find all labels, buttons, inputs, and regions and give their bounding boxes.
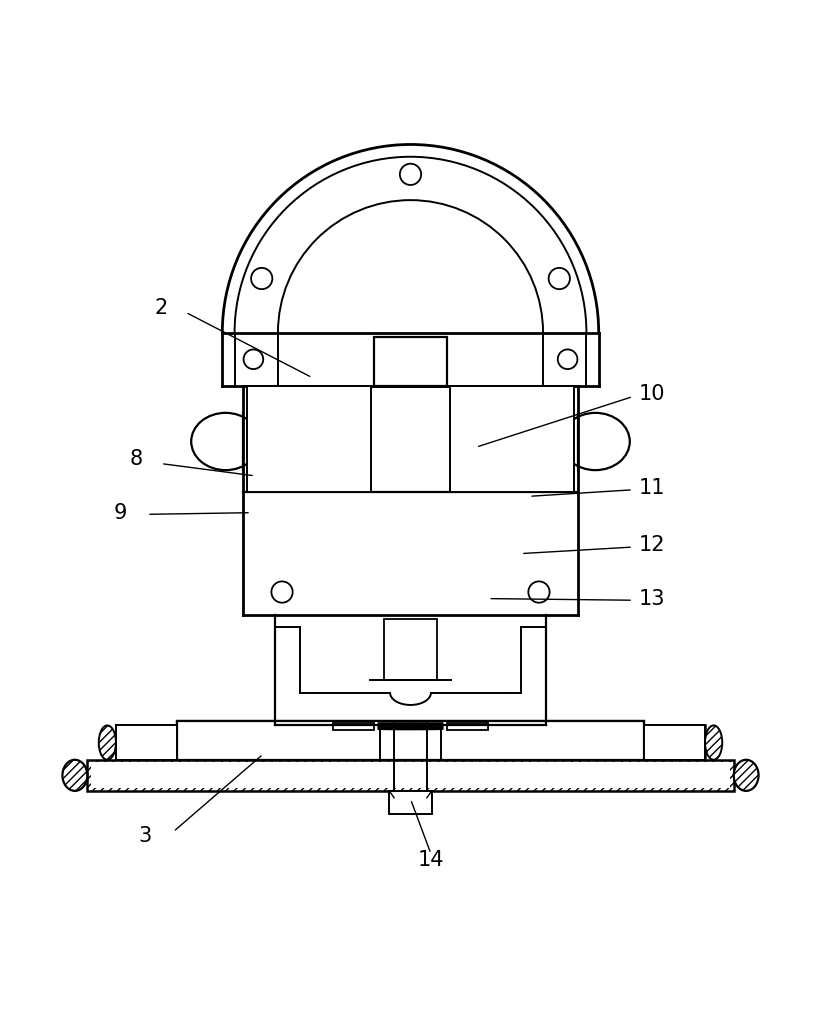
Text: 10: 10 [639, 384, 665, 404]
Bar [644, 725, 705, 760]
Bar [177, 721, 644, 760]
Bar [87, 760, 734, 791]
Bar [389, 791, 432, 814]
Text: 13: 13 [639, 588, 665, 608]
Bar [447, 723, 488, 730]
Bar [374, 337, 447, 385]
Bar [91, 762, 730, 788]
Bar [116, 725, 177, 760]
Text: 9: 9 [113, 502, 126, 523]
Bar [333, 723, 374, 730]
Text: 3: 3 [138, 826, 151, 846]
Ellipse shape [99, 725, 116, 760]
Ellipse shape [561, 413, 630, 470]
Ellipse shape [734, 760, 759, 791]
Text: 2: 2 [154, 298, 167, 318]
Text: 8: 8 [130, 449, 143, 469]
Ellipse shape [191, 413, 260, 470]
Bar [177, 721, 644, 760]
Text: 11: 11 [639, 478, 665, 498]
Text: 14: 14 [418, 851, 444, 871]
Ellipse shape [705, 725, 722, 760]
Text: 12: 12 [639, 536, 665, 555]
Bar [116, 725, 177, 760]
Ellipse shape [62, 760, 87, 791]
Bar [247, 385, 371, 492]
Bar [450, 385, 574, 492]
Bar [644, 725, 705, 760]
Bar [116, 725, 705, 760]
Bar [384, 620, 437, 680]
